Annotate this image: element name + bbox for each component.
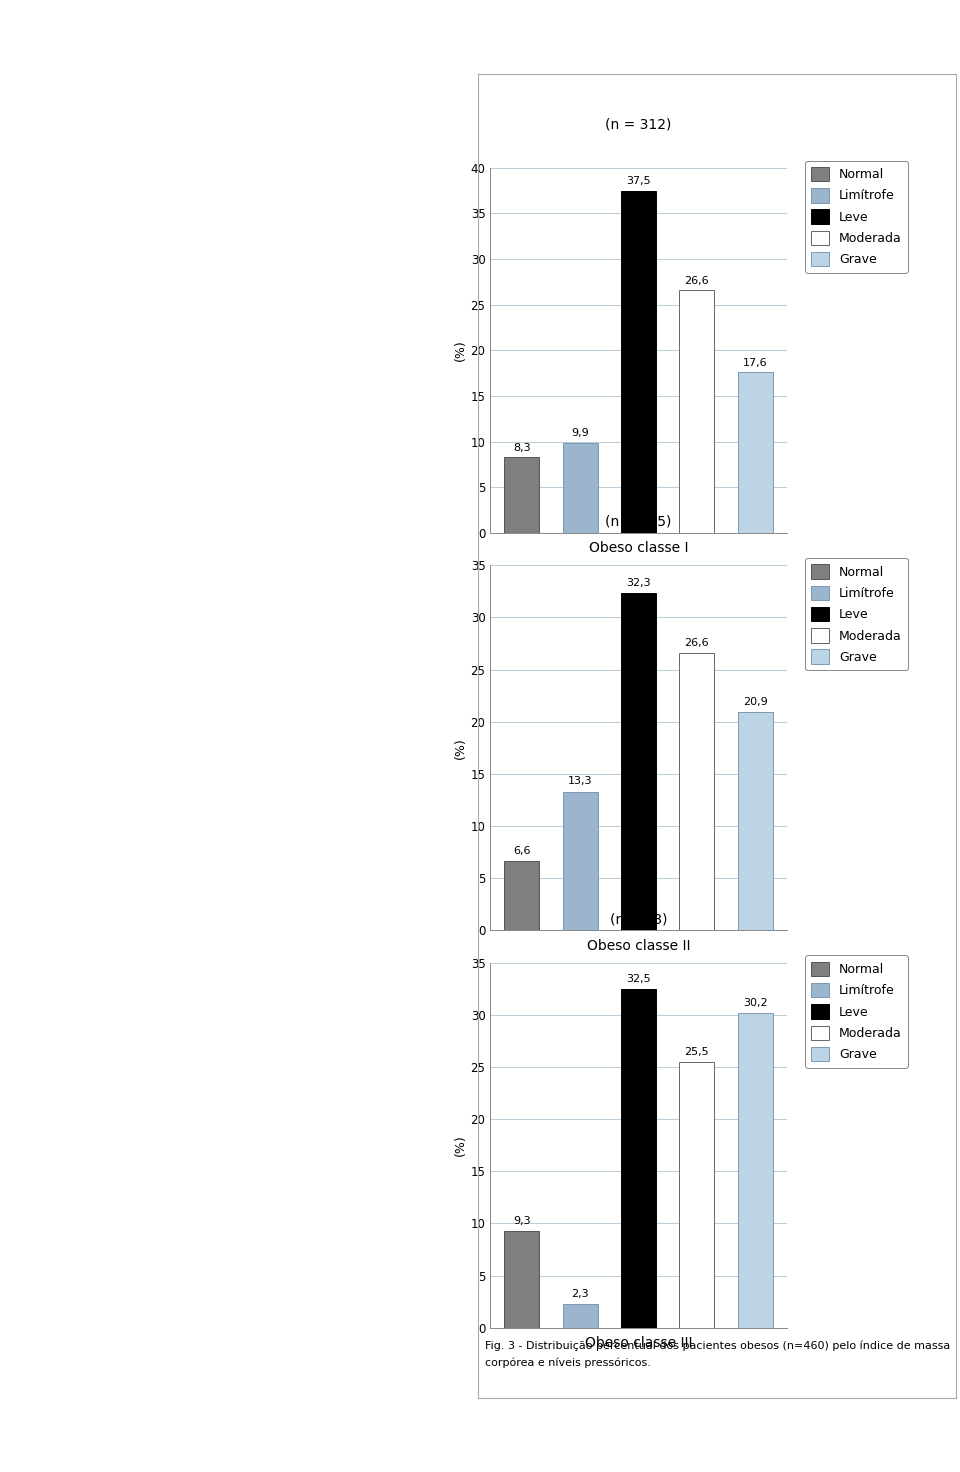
Bar bbox=[621, 191, 656, 533]
Bar bbox=[680, 290, 714, 533]
Legend: Normal, Limítrofe, Leve, Moderada, Grave: Normal, Limítrofe, Leve, Moderada, Grave bbox=[805, 558, 908, 670]
Text: 9,3: 9,3 bbox=[513, 1216, 531, 1226]
Text: 8,3: 8,3 bbox=[513, 443, 531, 452]
Text: 17,6: 17,6 bbox=[743, 358, 767, 368]
Bar bbox=[563, 1304, 597, 1328]
Text: (n = 105): (n = 105) bbox=[605, 515, 672, 528]
Bar bbox=[737, 372, 773, 533]
Text: 26,6: 26,6 bbox=[684, 637, 709, 648]
Text: corpórea e níveis pressóricos.: corpórea e níveis pressóricos. bbox=[485, 1357, 651, 1367]
Legend: Normal, Limítrofe, Leve, Moderada, Grave: Normal, Limítrofe, Leve, Moderada, Grave bbox=[805, 955, 908, 1067]
Y-axis label: (%): (%) bbox=[453, 1135, 467, 1156]
Text: Fig. 3 - Distribuição percentual dos pacientes obesos (n=460) pelo índice de mas: Fig. 3 - Distribuição percentual dos pac… bbox=[485, 1341, 950, 1351]
Text: 26,6: 26,6 bbox=[684, 275, 709, 286]
Bar bbox=[737, 1013, 773, 1328]
X-axis label: Obeso classe II: Obeso classe II bbox=[587, 939, 690, 952]
Bar bbox=[563, 443, 597, 533]
Text: (n = 43): (n = 43) bbox=[610, 913, 667, 926]
Text: 25,5: 25,5 bbox=[684, 1047, 709, 1057]
Text: 32,3: 32,3 bbox=[626, 578, 651, 589]
Bar bbox=[737, 712, 773, 930]
Text: 9,9: 9,9 bbox=[571, 428, 588, 439]
Bar bbox=[504, 458, 540, 533]
Text: 2,3: 2,3 bbox=[571, 1288, 588, 1298]
X-axis label: Obeso classe I: Obeso classe I bbox=[588, 542, 688, 555]
Bar bbox=[621, 989, 656, 1328]
Text: (n = 312): (n = 312) bbox=[605, 118, 672, 131]
Text: 30,2: 30,2 bbox=[743, 998, 767, 1007]
Bar bbox=[563, 792, 597, 930]
X-axis label: Obeso classe III: Obeso classe III bbox=[585, 1337, 692, 1350]
Text: 6,6: 6,6 bbox=[513, 846, 531, 857]
Text: 20,9: 20,9 bbox=[743, 698, 767, 707]
Bar bbox=[504, 1231, 540, 1328]
Bar bbox=[680, 654, 714, 930]
Text: 37,5: 37,5 bbox=[626, 177, 651, 185]
Y-axis label: (%): (%) bbox=[453, 340, 467, 361]
Bar bbox=[504, 861, 540, 930]
Text: 32,5: 32,5 bbox=[626, 973, 651, 983]
Legend: Normal, Limítrofe, Leve, Moderada, Grave: Normal, Limítrofe, Leve, Moderada, Grave bbox=[805, 160, 908, 272]
Text: 13,3: 13,3 bbox=[567, 776, 592, 786]
Y-axis label: (%): (%) bbox=[453, 737, 467, 758]
Bar bbox=[680, 1061, 714, 1328]
Bar bbox=[621, 593, 656, 930]
